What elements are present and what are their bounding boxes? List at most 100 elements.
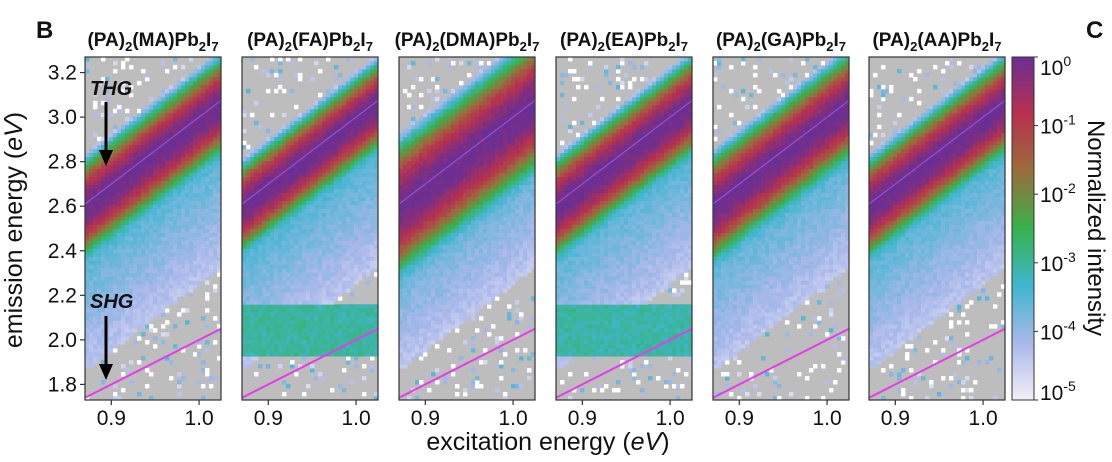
heatmap-cell [242, 188, 247, 194]
heatmap-cell [266, 156, 271, 162]
heatmap-cell [85, 212, 90, 217]
heatmap-cell [294, 224, 299, 229]
heatmap-cell [322, 204, 327, 209]
heatmap-cell [270, 324, 275, 329]
heatmap-cell [117, 308, 122, 313]
heatmap-cell [246, 300, 251, 305]
heatmap-cell [346, 176, 351, 182]
heatmap-cell [407, 360, 412, 365]
heatmap-cell [153, 304, 158, 309]
heatmap-cell [149, 156, 154, 162]
heatmap-cell [411, 324, 416, 329]
heatmap-cell [370, 260, 375, 265]
heatmap-cell [443, 216, 448, 221]
heatmap-cell [266, 196, 271, 201]
heatmap-cell [435, 188, 440, 194]
heatmap-cell [242, 336, 247, 341]
heatmap-cell [346, 224, 351, 229]
heatmap-cell [89, 256, 94, 261]
heatmap-cell [149, 308, 154, 313]
heatmap-cell [213, 136, 218, 142]
heatmap-cell [374, 100, 379, 106]
heatmap-cell [278, 316, 283, 321]
heatmap-cell [419, 240, 424, 245]
heatmap-cell [133, 328, 138, 333]
heatmap-cell [181, 96, 186, 102]
heatmap-cell [246, 312, 251, 317]
heatmap-cell [427, 340, 432, 345]
heatmap-cell [169, 376, 174, 381]
heatmap-cell [362, 328, 367, 333]
heatmap-cell [290, 172, 295, 178]
heatmap-cell [165, 212, 170, 217]
heatmap-cell [141, 128, 146, 134]
heatmap-cell [137, 272, 142, 277]
heatmap-cell [117, 220, 122, 225]
heatmap-cell [366, 64, 371, 70]
heatmap-cell [346, 172, 351, 178]
heatmap-cell [338, 104, 343, 110]
heatmap-cell [282, 312, 287, 317]
heatmap-cell [93, 204, 98, 209]
heatmap-cell [286, 180, 291, 186]
heatmap-cell [431, 116, 436, 122]
heatmap-cell [374, 57, 379, 62]
heatmap-cell [419, 280, 424, 285]
heatmap-cell [362, 64, 367, 70]
heatmap-cell [157, 120, 162, 126]
heatmap-cell [358, 116, 363, 122]
heatmap-cell [318, 208, 323, 213]
heatmap-cell [399, 324, 404, 329]
heatmap-cell [282, 88, 287, 94]
heatmap-cell [282, 156, 287, 162]
heatmap-cell [403, 244, 408, 249]
heatmap-cell [262, 252, 267, 257]
heatmap-cell [370, 60, 375, 66]
heatmap-cell [117, 152, 122, 158]
heatmap-cell [117, 160, 122, 166]
heatmap-cell [354, 112, 359, 118]
heatmap-cell [447, 128, 452, 134]
heatmap-cell [338, 332, 343, 337]
heatmap-cell [101, 316, 106, 321]
heatmap-cell [407, 352, 412, 357]
heatmap-cell [185, 120, 190, 126]
heatmap-cell [366, 236, 371, 241]
heatmap-cell [270, 328, 275, 333]
heatmap-cell [278, 57, 283, 62]
heatmap-cell [310, 168, 315, 174]
heatmap-cell [262, 324, 267, 329]
heatmap-cell [109, 264, 114, 269]
heatmap-cell [362, 232, 367, 237]
heatmap-cell [201, 140, 206, 146]
heatmap-cell [423, 152, 428, 158]
heatmap-cell [89, 152, 94, 158]
heatmap-cell [274, 160, 279, 166]
heatmap-cell [209, 232, 214, 237]
heatmap-cell [318, 152, 323, 158]
heatmap-cell [125, 264, 130, 269]
heatmap-cell [443, 256, 448, 261]
heatmap-cell [354, 84, 359, 90]
heatmap-cell [105, 216, 110, 221]
heatmap-cell [342, 224, 347, 229]
heatmap-cell [326, 188, 331, 194]
heatmap-cell [435, 288, 440, 293]
heatmap-cell [185, 76, 190, 82]
heatmap-cell [310, 128, 315, 134]
heatmap-cell [326, 320, 331, 325]
heatmap-cell [374, 352, 379, 357]
heatmap-cell [101, 240, 106, 245]
heatmap-cell [366, 220, 371, 225]
heatmap-cell [89, 176, 94, 182]
heatmap-cell [447, 152, 452, 158]
heatmap-cell [109, 164, 114, 170]
heatmap-cell [354, 216, 359, 221]
heatmap-cell [157, 212, 162, 217]
heatmap-cell [318, 348, 323, 353]
heatmap-cell [145, 140, 150, 146]
heatmap-cell [362, 152, 367, 158]
heatmap-cell [439, 336, 444, 341]
heatmap-cell [447, 168, 452, 174]
heatmap-cell [113, 324, 118, 329]
